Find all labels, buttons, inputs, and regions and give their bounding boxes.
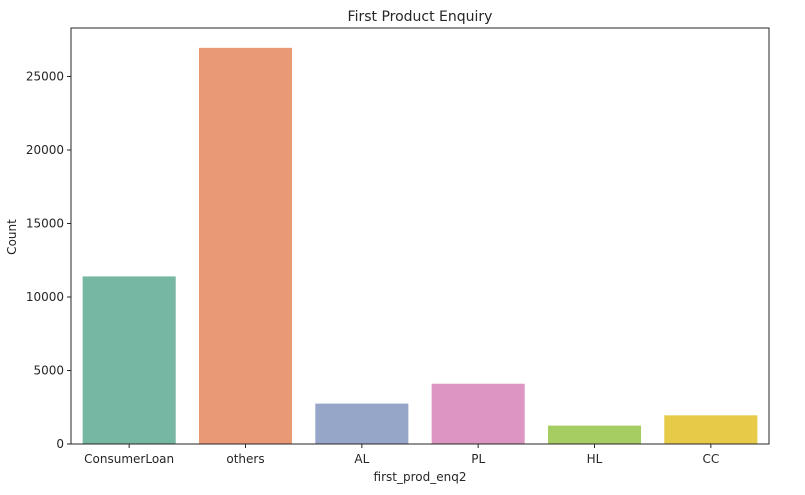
y-tick-label: 15000 [26,217,64,231]
plot-frame [70,27,770,445]
bar-al [315,403,409,444]
x-tick-label: AL [354,452,369,466]
y-axis-label: Count [5,219,19,255]
x-tick-label: CC [702,452,719,466]
bar-pl [431,383,525,444]
x-tick-label: others [226,452,264,466]
y-tick-label: 0 [56,437,64,451]
x-axis-label: first_prod_enq2 [374,470,467,484]
x-tick-label: PL [471,452,485,466]
y-tick-label: 20000 [26,143,64,157]
y-tick-label: 25000 [26,70,64,84]
chart-title: First Product Enquiry [348,9,493,25]
bar-cc [664,415,758,444]
bars-group [82,47,758,445]
x-tick-label: HL [587,452,603,466]
x-axis-ticks: ConsumerLoan others AL PL HL CC [84,444,719,466]
y-axis-ticks: 0 5000 10000 15000 20000 25000 [26,70,71,451]
y-tick-label: 10000 [26,290,64,304]
bar-hl [547,425,642,444]
bar-others [198,47,293,445]
bar-consumerloan [82,276,176,444]
x-tick-label: ConsumerLoan [84,452,174,466]
y-tick-label: 5000 [33,364,64,378]
